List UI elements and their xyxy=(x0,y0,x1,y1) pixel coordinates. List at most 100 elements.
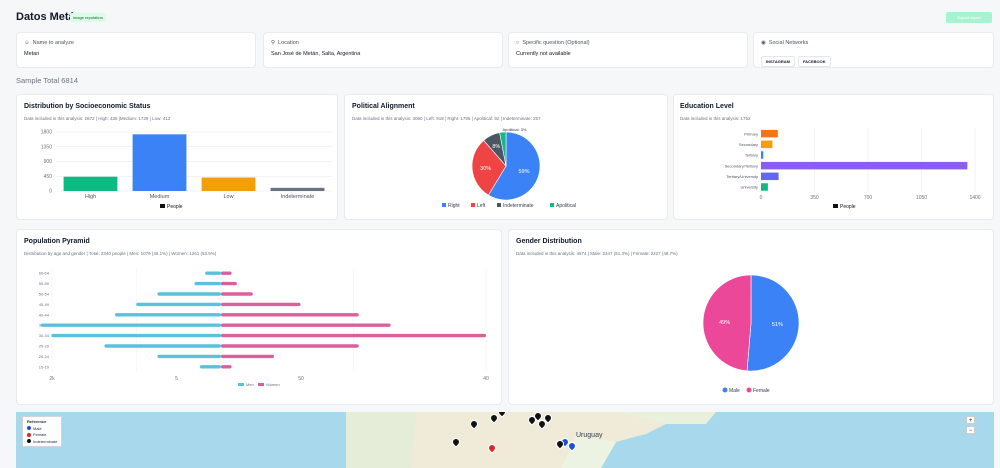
pyramid-men-bar xyxy=(199,365,221,369)
map-legend-male-label: Male xyxy=(33,425,42,431)
info-card-location xyxy=(263,32,503,68)
pyramid-women-bar xyxy=(221,344,359,348)
pyramid-women-bar xyxy=(221,323,391,327)
pyramid-chart: 60-6455-5950-5445-4940-4435-3930-3425-29… xyxy=(39,268,489,387)
info-card-question xyxy=(508,32,748,68)
indeterminate-dot-icon xyxy=(27,439,31,443)
political-legend-label: Right xyxy=(448,203,460,209)
question-label-text: Specific question (Optional) xyxy=(522,40,590,46)
globe-icon: ◉ xyxy=(761,40,766,46)
pyramid-ytick-label: 15-19 xyxy=(39,364,50,369)
socio-ytick-label: 1800 xyxy=(41,130,52,136)
education-legend-swatch xyxy=(833,204,838,208)
pyramid-ytick-label: 60-64 xyxy=(39,271,50,276)
education-card xyxy=(673,94,994,220)
gender-legend-swatch xyxy=(722,387,728,393)
pyramid-men-bar xyxy=(51,333,222,338)
pyramid-women-bar xyxy=(221,271,232,275)
map-pin-icon: ⚲ xyxy=(271,40,276,46)
pyramid-men-bar xyxy=(205,271,221,275)
map-legend-female: Female xyxy=(27,432,57,437)
location-label-text: Location xyxy=(278,40,299,46)
education-xtick-label: 700 xyxy=(864,195,873,201)
name-value: Metan xyxy=(24,51,40,57)
pyramid-xtick-label: 5 xyxy=(175,376,178,382)
pyramid-ytick-label: 55-59 xyxy=(39,281,50,286)
instagram-pill[interactable]: INSTAGRAM xyxy=(761,56,795,67)
map-legend: Reference Male Female Indeterminate xyxy=(22,416,63,447)
socio-legend-swatch xyxy=(160,204,165,208)
pyramid-women-bar xyxy=(221,281,237,286)
pyramid-title: Population Pyramid xyxy=(24,238,90,245)
map-legend-female-label: Female xyxy=(33,432,47,437)
socio-legend-label: People xyxy=(167,204,183,210)
gender-subtitle: Data included in this analysis: 4574 | M… xyxy=(516,251,678,256)
pyramid-legend-label: Men xyxy=(246,382,254,387)
political-legend-swatch xyxy=(497,203,501,207)
gender-title: Gender Distribution xyxy=(516,238,582,245)
pyramid-ytick-label: 40-44 xyxy=(39,312,50,317)
social-network-list: INSTAGRAM FACEBOOK xyxy=(761,50,834,68)
socio-chart: 0 450 900 1350 1800 High Medium Low Indeterminat… xyxy=(41,130,332,210)
pyramid-women-bar xyxy=(221,365,232,369)
gender-slice-label: 49% xyxy=(719,320,730,326)
political-slice-label: 30% xyxy=(480,166,491,172)
education-xtick-label: 0 xyxy=(760,195,763,201)
pyramid-ytick-label: 45-49 xyxy=(39,302,50,307)
education-bar xyxy=(761,172,779,181)
pyramid-legend-swatch xyxy=(238,383,244,386)
socio-title: Distribution by Socioeconomic Status xyxy=(24,103,151,110)
socio-card xyxy=(16,94,338,220)
political-legend-label: Apolitical xyxy=(556,203,576,209)
pyramid-women-bar xyxy=(221,292,253,296)
socio-bar xyxy=(132,134,187,191)
zoom-out-button[interactable]: − xyxy=(966,426,975,434)
education-bar xyxy=(761,183,768,191)
socio-ytick-label: 1350 xyxy=(41,144,52,150)
political-legend-swatch xyxy=(550,203,554,207)
political-chart: 59% 30% 8% Apolitical: 3% Right Left Indetermi… xyxy=(442,127,576,209)
socio-xtick-label: Medium xyxy=(150,194,170,200)
info-card-social xyxy=(753,32,994,68)
education-ytick-label: Secondary xyxy=(739,142,758,147)
education-subtitle: Data included in this analysis: 1752 xyxy=(680,116,751,121)
info-label-location: ⚲ Location xyxy=(271,40,299,46)
pyramid-legend-swatch xyxy=(258,383,264,386)
map-legend-male: Male xyxy=(27,426,57,431)
pyramid-men-bar xyxy=(115,313,221,317)
socio-xtick-label: Indeterminate xyxy=(281,194,315,200)
map-land xyxy=(346,412,716,468)
political-legend-label: Left xyxy=(477,203,486,209)
socio-subtitle: Data included in this analysis: 2672 | H… xyxy=(24,116,171,121)
pyramid-men-bar xyxy=(104,344,221,348)
education-ytick-label: Tertiary xyxy=(745,153,758,158)
education-ytick-label: Tertiary/University xyxy=(726,174,758,179)
education-chart: 0 350 700 1050 1400 Primary Secondary Tertiary S… xyxy=(725,128,981,210)
education-ytick-label: University xyxy=(740,185,758,190)
pyramid-xtick-label: 40 xyxy=(483,376,489,382)
pyramid-men-bar xyxy=(157,292,221,296)
male-dot-icon xyxy=(27,426,31,430)
page-title: Datos Metán xyxy=(16,11,82,23)
education-ytick-label: Secondary/Tertiary xyxy=(725,163,758,168)
zoom-in-button[interactable]: + xyxy=(966,416,975,424)
pyramid-card xyxy=(16,229,502,405)
education-bar xyxy=(761,151,764,159)
political-slice xyxy=(488,131,541,201)
facebook-pill[interactable]: FACEBOOK xyxy=(797,56,831,67)
pyramid-women-bar xyxy=(221,333,486,338)
pyramid-ytick-label: 30-34 xyxy=(39,333,50,338)
education-bar xyxy=(761,140,773,149)
name-label-text: Name to analyze xyxy=(32,40,74,46)
socio-xtick-label: Low xyxy=(223,194,233,200)
socio-ytick-label: 0 xyxy=(49,189,52,195)
question-value: Currently not available xyxy=(516,51,571,57)
education-ytick-label: Primary xyxy=(744,131,758,136)
pyramid-ytick-label: 50-54 xyxy=(39,292,50,297)
location-value: San José de Metán, Salta, Argentina xyxy=(271,51,361,57)
map-view[interactable]: Reference Male Female Indeterminate Urug… xyxy=(16,412,994,468)
political-title: Political Alignment xyxy=(352,103,415,110)
map-legend-indeterminate-label: Indeterminate xyxy=(33,438,58,444)
pyramid-men-bar xyxy=(136,302,221,307)
export-report-button[interactable]: Export report xyxy=(946,12,992,23)
